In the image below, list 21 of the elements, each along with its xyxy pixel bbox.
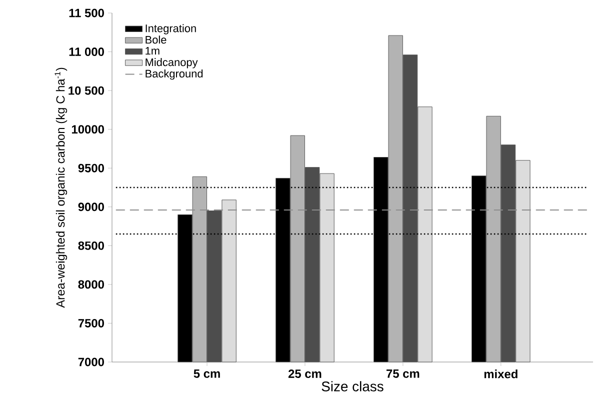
legend-label: 1m <box>146 47 160 55</box>
y-tick-label: 7500 <box>78 318 104 328</box>
y-tick-label: 9000 <box>78 202 104 212</box>
x-tick-label: 5 cm <box>194 370 220 378</box>
legend-label: Bole <box>146 36 166 44</box>
x-tick-label: mixed <box>484 370 518 378</box>
x-tick-label: 75 cm <box>386 370 420 378</box>
y-tick-label: 8000 <box>78 280 104 289</box>
y-tick-label: 10000 <box>72 125 104 134</box>
x-axis-title: Size class <box>322 381 384 392</box>
y-tick-label: 9500 <box>78 164 104 172</box>
y-axis-title: Area-weighted soil organic carbon (kg C ha$^{-1}$) <box>54 68 68 308</box>
x-tick-label: 25 cm <box>288 370 322 378</box>
legend-label: Integration <box>146 24 196 34</box>
y-tick-label: 7000 <box>78 358 104 366</box>
legend-label: Midcanopy <box>146 58 198 68</box>
legend-label: Background <box>146 69 203 80</box>
y-tick-label: 8500 <box>78 241 104 250</box>
y-tick-label: 10 500 <box>68 86 104 95</box>
y-tick-label: 11 500 <box>69 8 104 18</box>
y-tick-label: 11 000 <box>69 48 104 56</box>
